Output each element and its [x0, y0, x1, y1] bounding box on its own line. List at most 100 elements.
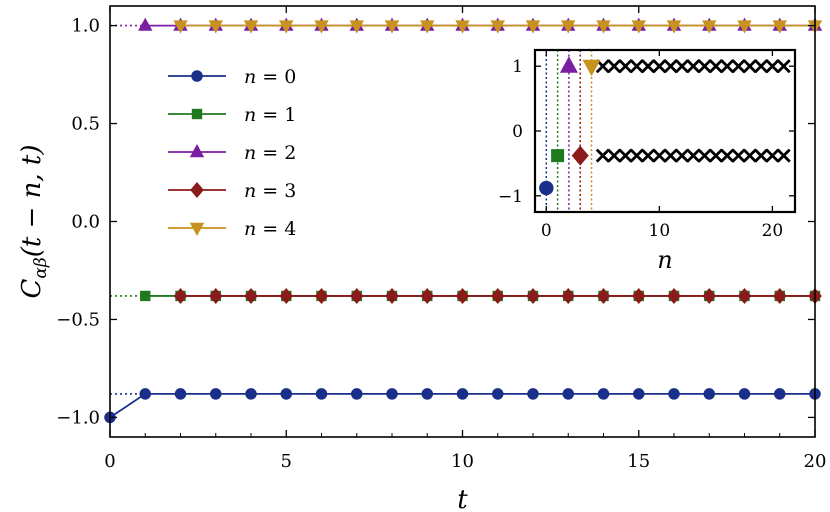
inset-cross-point	[607, 59, 622, 74]
cross-marker-stroke	[720, 148, 735, 163]
legend-var: n	[244, 218, 256, 240]
data-point	[490, 20, 505, 34]
data-point	[703, 388, 716, 400]
data-point	[631, 287, 646, 304]
data-point	[773, 388, 786, 400]
cross-marker-stroke	[652, 148, 667, 163]
legend-marker	[191, 108, 203, 120]
legend-label: n = 3	[244, 180, 296, 202]
inset-cross-point	[641, 59, 656, 74]
legend-value: 1	[284, 104, 296, 126]
inset-cross-point	[776, 148, 791, 163]
legend-label: n = 2	[244, 142, 296, 164]
data-point	[208, 20, 223, 34]
cross-marker-stroke	[652, 59, 667, 74]
legend-marker	[190, 182, 204, 198]
legend-entry-0: n = 0	[168, 66, 296, 88]
cross-marker-stroke	[663, 59, 678, 74]
inset-background	[495, 45, 805, 282]
legend-label: n = 0	[244, 66, 296, 88]
inset-highlight-point	[571, 145, 589, 166]
y-axis-label: Cαβ(t − n, t)	[17, 145, 51, 299]
y-axis-label-main: C	[17, 279, 47, 299]
data-point	[455, 20, 470, 34]
inset-cross-point	[720, 59, 735, 74]
y-axis-label-subscript: αβ	[31, 257, 51, 278]
inset-cross-point	[618, 148, 633, 163]
inset-x-tick-label: 10	[649, 221, 671, 241]
data-point	[243, 20, 259, 34]
data-point	[421, 388, 434, 400]
inset-x-axis-label: n	[657, 246, 672, 274]
inset-cross-point	[595, 148, 610, 163]
data-point	[490, 287, 505, 304]
cross-marker-stroke	[754, 59, 769, 74]
y-tick-label: 0.5	[71, 114, 100, 135]
data-point	[384, 20, 400, 34]
cross-marker-stroke	[742, 59, 757, 74]
y-tick-label: −1.0	[56, 407, 100, 428]
data-point	[772, 287, 787, 304]
cross-marker-stroke	[776, 59, 791, 74]
data-point	[208, 287, 223, 304]
inset-x-tick-label: 0	[541, 221, 552, 241]
cross-marker-stroke	[663, 148, 678, 163]
inset-y-tick-label: 0	[512, 122, 523, 142]
data-point	[314, 20, 329, 34]
cross-marker-stroke	[686, 148, 701, 163]
inset-cross-point	[708, 59, 723, 74]
series-2	[138, 17, 823, 31]
data-point	[737, 287, 752, 304]
inset-cross-point	[731, 59, 746, 74]
data-point	[525, 20, 541, 34]
series-4	[173, 20, 823, 34]
data-point	[667, 287, 681, 304]
data-point	[138, 17, 153, 31]
legend-marker	[191, 70, 203, 82]
y-axis-label-args: (t − n, t)	[17, 145, 47, 258]
cross-marker-stroke	[776, 148, 791, 163]
y-tick-label: −0.5	[56, 309, 100, 330]
data-point	[420, 20, 435, 34]
inset-cross-point	[697, 59, 712, 74]
x-tick-label: 10	[451, 451, 474, 472]
inset-cross-point	[663, 59, 678, 74]
data-point	[349, 20, 364, 34]
legend-eq: =	[256, 142, 284, 164]
inset-plot: 0 10 20 −1 0 1 n	[495, 45, 805, 282]
inset-cross-point	[708, 148, 723, 163]
legend-entry-4: n = 4	[168, 218, 296, 240]
data-point	[385, 287, 399, 304]
cross-marker-stroke	[595, 148, 610, 163]
data-point	[527, 388, 539, 400]
inset-highlight-point	[539, 180, 554, 196]
cross-marker-stroke	[595, 59, 610, 74]
data-point	[315, 388, 328, 400]
cross-marker-stroke	[731, 148, 746, 163]
cross-marker-stroke	[629, 148, 644, 163]
inset-cross-point	[742, 148, 757, 163]
cross-marker-stroke	[674, 59, 689, 74]
cross-marker-stroke	[708, 148, 723, 163]
inset-cross-point	[641, 148, 656, 163]
legend-marker	[189, 222, 205, 236]
data-point	[491, 388, 504, 400]
legend-label: n = 1	[244, 104, 296, 126]
inset-cross-point	[607, 148, 622, 163]
data-point	[279, 287, 294, 304]
legend-entry-3: n = 3	[168, 180, 296, 202]
legend-value: 4	[284, 218, 296, 240]
data-point	[174, 388, 187, 400]
inset-cross-point	[652, 59, 667, 74]
data-point	[456, 388, 469, 400]
legend-var: n	[244, 180, 256, 202]
data-point	[173, 287, 188, 304]
cross-marker-stroke	[641, 59, 656, 74]
data-point	[314, 287, 329, 304]
data-point	[702, 20, 717, 34]
data-point	[632, 388, 645, 400]
cross-marker-stroke	[754, 148, 769, 163]
inset-cross-point	[697, 148, 712, 163]
data-point	[702, 287, 717, 304]
